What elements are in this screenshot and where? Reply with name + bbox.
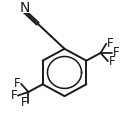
Text: F: F xyxy=(14,77,21,90)
Text: F: F xyxy=(113,46,119,59)
Text: F: F xyxy=(107,37,114,50)
Text: F: F xyxy=(10,89,17,102)
Text: F: F xyxy=(21,96,28,109)
Text: N: N xyxy=(20,1,30,15)
Text: F: F xyxy=(108,55,115,68)
